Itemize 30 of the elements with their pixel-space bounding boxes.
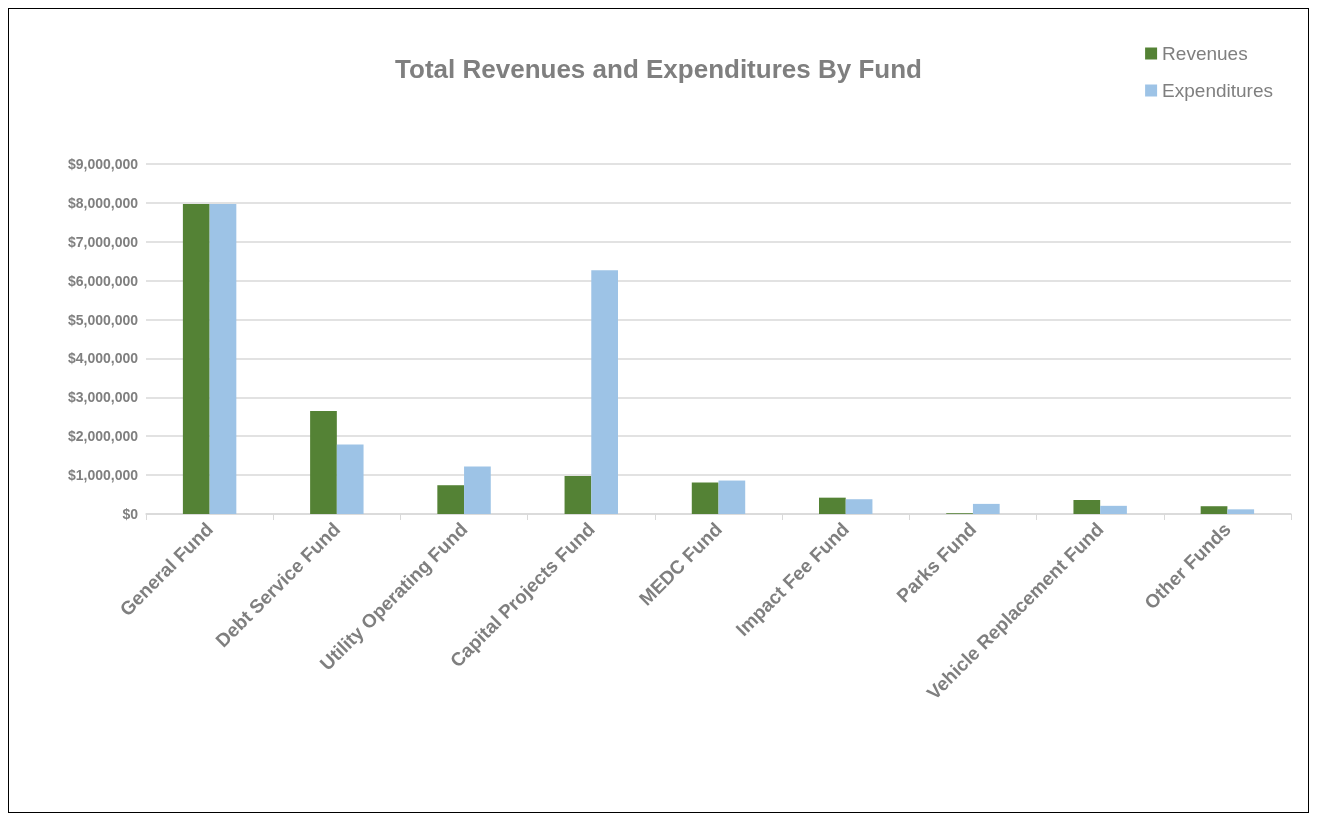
y-tick-label: $9,000,000 [67,156,139,172]
y-tick-label: $8,000,000 [67,194,139,211]
y-tick-label: $5,000,000 [67,311,139,328]
bar [464,466,491,514]
bar [336,444,364,514]
bar [845,499,873,514]
legend-label: Expenditures [1162,80,1273,101]
y-tick-label: $7,000,000 [67,233,139,250]
bar [437,485,465,514]
y-tick-label: $1,000,000 [67,467,139,484]
chart-title: Total Revenues and Expenditures By Fund [395,54,922,84]
y-tick-label: $0 [122,506,139,522]
y-tick-label: $2,000,000 [67,428,139,445]
bar [972,503,1000,514]
legend-label: Revenues [1162,43,1248,64]
bar [1200,506,1228,514]
bar [1073,500,1101,514]
bar [209,204,237,514]
bar [1100,505,1127,514]
bar [819,497,846,514]
bar [1227,509,1255,514]
bar [182,204,210,514]
bar [591,270,618,514]
bar [564,475,592,514]
y-tick-label: $4,000,000 [67,350,139,367]
y-tick-label: $3,000,000 [67,389,139,406]
bar [691,482,719,514]
bar [718,480,746,514]
y-tick-label: $6,000,000 [67,272,139,289]
bar [310,410,337,514]
